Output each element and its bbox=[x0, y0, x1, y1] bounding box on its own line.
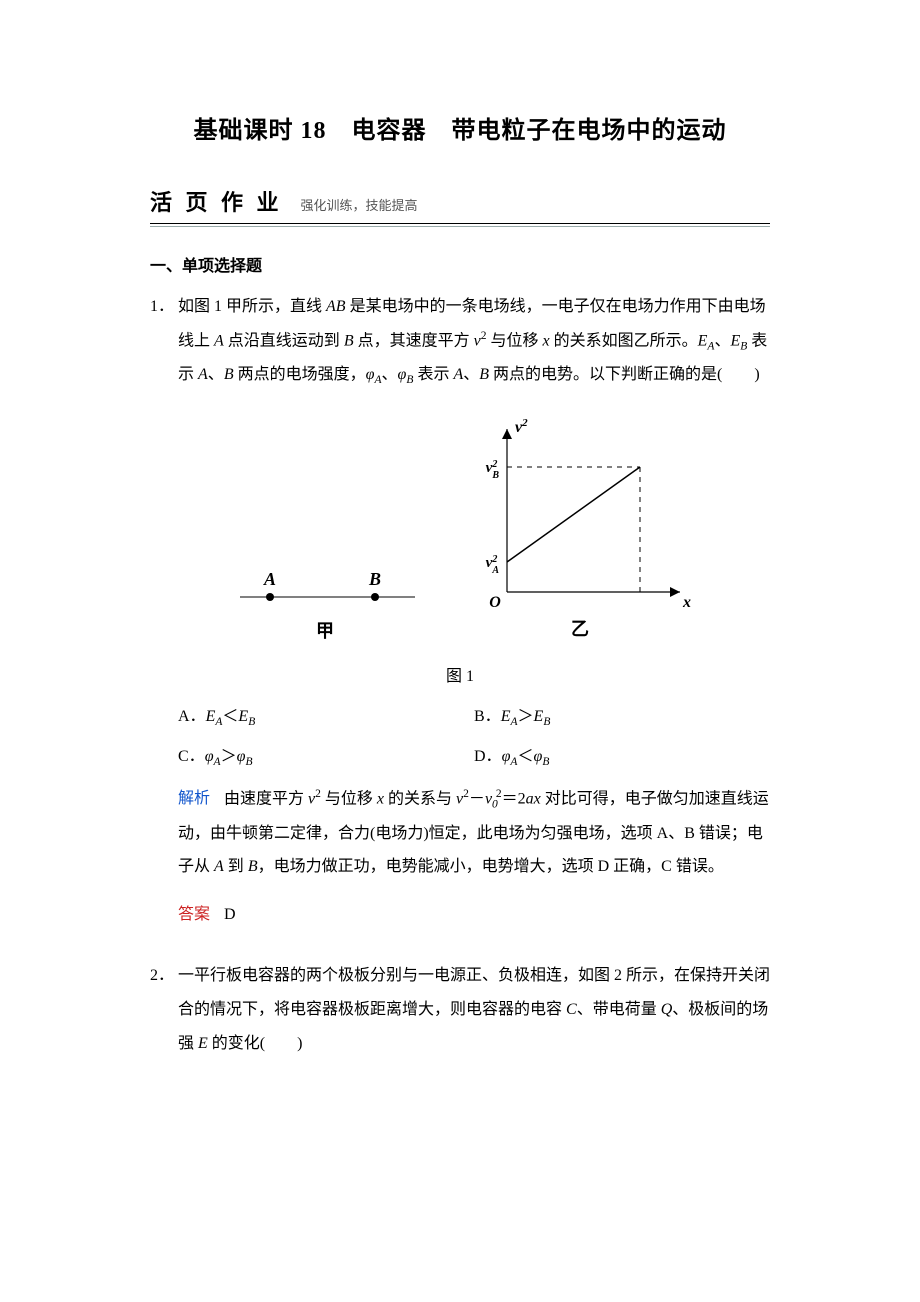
var-a: A bbox=[214, 858, 224, 875]
subtitle-row: 活 页 作 业 强化训练，技能提高 bbox=[150, 185, 770, 224]
explain-label: 解析 bbox=[178, 790, 210, 807]
q2-number: 2． bbox=[150, 961, 178, 985]
text: 、带电荷量 bbox=[577, 1001, 661, 1018]
option-c[interactable]: C．φA＞φB bbox=[178, 742, 474, 768]
fig-label-a: A bbox=[263, 569, 276, 589]
q1-answer: 答案 D bbox=[150, 898, 770, 932]
text: 点沿直线运动到 bbox=[224, 332, 344, 349]
var-a: A bbox=[198, 366, 208, 383]
q1-explanation: 解析由速度平方 v2 与位移 x 的关系与 v2－v02＝2ax 对比可得，电子… bbox=[150, 782, 770, 884]
var-e: E bbox=[730, 332, 740, 349]
text: 、 bbox=[382, 366, 398, 383]
text: ，电场力做正功，电势能减小，电势增大，选项 D 正确，C 错误。 bbox=[258, 858, 724, 875]
var-x: x bbox=[377, 790, 384, 807]
answer-value: D bbox=[224, 906, 236, 923]
text: 、 bbox=[463, 366, 479, 383]
var-q: Q bbox=[661, 1001, 673, 1018]
var-c: C bbox=[566, 1001, 577, 1018]
q2-stem: 一平行板电容器的两个极板分别与一电源正、负极相连，如图 2 所示，在保持开关闭合… bbox=[178, 959, 770, 1060]
fig-label-b: B bbox=[368, 569, 381, 589]
var-b: B bbox=[224, 366, 234, 383]
var-ab: AB bbox=[326, 298, 346, 315]
var-e: E bbox=[698, 332, 708, 349]
text: 如图 1 甲所示，直线 bbox=[178, 298, 326, 315]
axis-label-v2: v2 bbox=[515, 417, 528, 436]
text: 表示 bbox=[413, 366, 453, 383]
question-1: 1． 如图 1 甲所示，直线 AB 是某电场中的一条电场线，一电子仅在电场力作用… bbox=[150, 290, 770, 931]
var-a: A bbox=[214, 332, 224, 349]
option-a[interactable]: A．EA＜EB bbox=[178, 702, 474, 728]
text: 、 bbox=[208, 366, 224, 383]
var-b: B bbox=[248, 858, 258, 875]
sub-a: A bbox=[374, 374, 381, 386]
text: 由速度平方 bbox=[224, 790, 308, 807]
tick-va2: v2A bbox=[486, 553, 500, 575]
origin-label: O bbox=[489, 594, 501, 611]
figure-1-caption: 图 1 bbox=[150, 662, 770, 686]
fig-right-caption: 乙 bbox=[571, 619, 589, 639]
q1-number: 1． bbox=[150, 292, 178, 316]
page-title: 基础课时 18 电容器 带电粒子在电场中的运动 bbox=[150, 110, 770, 145]
diagram-left-svg: A B 甲 bbox=[225, 537, 425, 647]
text: 两点的电势。以下判断正确的是( ) bbox=[489, 366, 760, 383]
option-d[interactable]: D．φA＜φB bbox=[474, 742, 770, 768]
text: 与位移 bbox=[486, 332, 542, 349]
text: 两点的电场强度， bbox=[234, 366, 366, 383]
var-a: A bbox=[453, 366, 463, 383]
diagram-right-svg: v2 x O v2B v2A 乙 bbox=[465, 417, 695, 647]
var-b: B bbox=[479, 366, 489, 383]
diagram-left: A B 甲 bbox=[225, 537, 425, 652]
q1-options: A．EA＜EB B．EA＞EB C．φA＞φB D．φA＜φB bbox=[150, 702, 770, 768]
subtitle-main: 活 页 作 业 bbox=[150, 185, 283, 217]
text: 的变化( ) bbox=[208, 1035, 303, 1052]
text: 的关系如图乙所示。 bbox=[550, 332, 698, 349]
text: 的关系与 bbox=[384, 790, 456, 807]
text: 到 bbox=[224, 858, 248, 875]
answer-label: 答案 bbox=[178, 906, 210, 923]
axis-label-x: x bbox=[682, 594, 691, 611]
var-e: E bbox=[198, 1035, 208, 1052]
question-2: 2． 一平行板电容器的两个极板分别与一电源正、负极相连，如图 2 所示，在保持开… bbox=[150, 959, 770, 1060]
option-b[interactable]: B．EA＞EB bbox=[474, 702, 770, 728]
text: 、 bbox=[714, 332, 730, 349]
fig-left-caption: 甲 bbox=[316, 621, 334, 641]
section-heading: 一、单项选择题 bbox=[150, 252, 770, 276]
tick-vb2: v2B bbox=[486, 458, 500, 480]
subtitle-sub: 强化训练，技能提高 bbox=[301, 195, 418, 214]
q1-stem: 如图 1 甲所示，直线 AB 是某电场中的一条电场线，一电子仅在电场力作用下由电… bbox=[178, 290, 770, 393]
diagram-right: v2 x O v2B v2A 乙 bbox=[465, 417, 695, 652]
text: 点，其速度平方 bbox=[354, 332, 474, 349]
figure-1: A B 甲 v2 x O v2B bbox=[150, 417, 770, 652]
text: 与位移 bbox=[321, 790, 377, 807]
var-v: v bbox=[474, 332, 481, 349]
var-x: x bbox=[543, 332, 550, 349]
var-b: B bbox=[344, 332, 354, 349]
